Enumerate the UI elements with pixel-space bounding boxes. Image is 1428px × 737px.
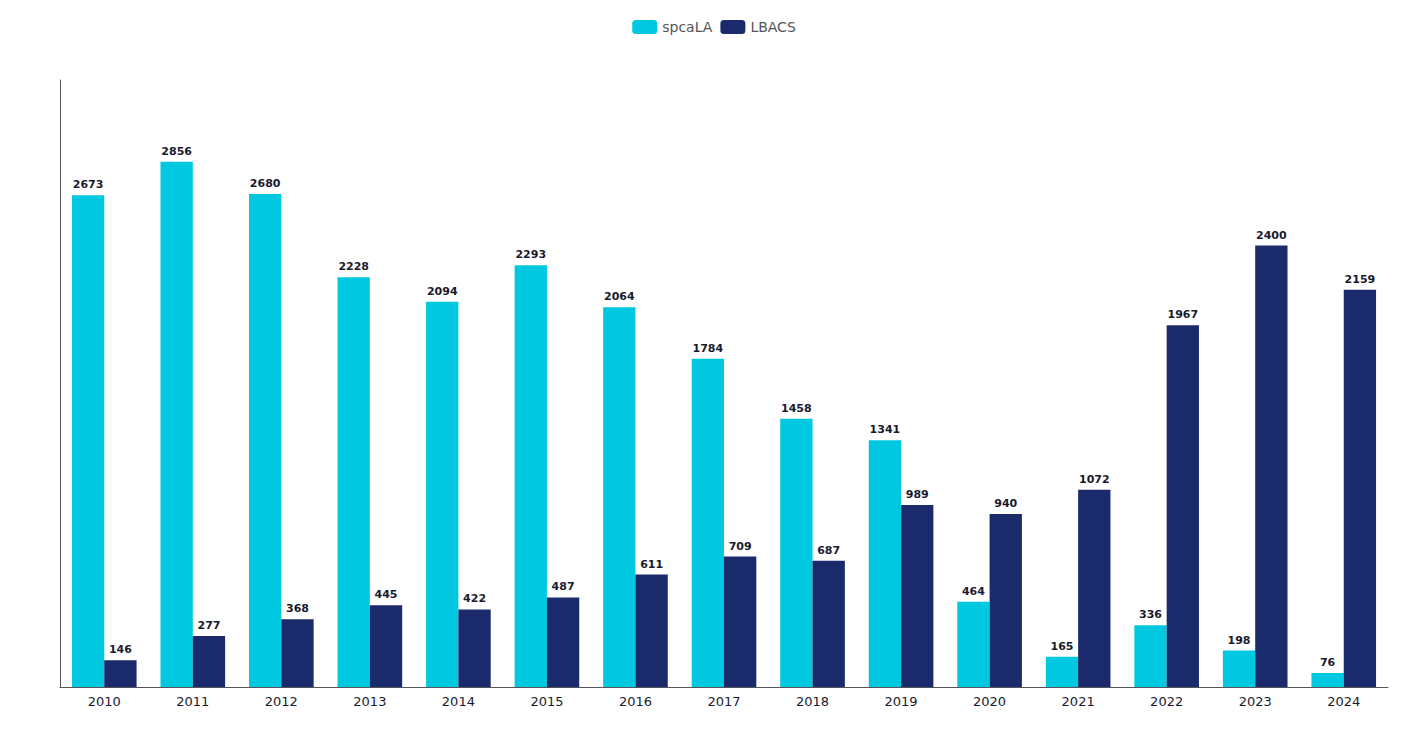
svg-text:76: 76: [1320, 656, 1336, 669]
svg-text:2016: 2016: [619, 694, 652, 709]
svg-text:2020: 2020: [973, 694, 1006, 709]
svg-text:487: 487: [552, 580, 575, 593]
svg-text:2856: 2856: [161, 145, 192, 158]
svg-text:1458: 1458: [781, 402, 812, 415]
svg-text:336: 336: [1139, 608, 1162, 621]
svg-text:2011: 2011: [176, 694, 209, 709]
svg-text:940: 940: [994, 497, 1017, 510]
svg-text:2094: 2094: [427, 285, 458, 298]
svg-text:2018: 2018: [796, 694, 829, 709]
svg-text:2010: 2010: [88, 694, 121, 709]
svg-text:2022: 2022: [1150, 694, 1183, 709]
svg-text:2012: 2012: [265, 694, 298, 709]
svg-text:198: 198: [1228, 634, 1251, 647]
svg-text:1072: 1072: [1079, 473, 1110, 486]
svg-text:422: 422: [463, 592, 486, 605]
svg-text:687: 687: [817, 544, 840, 557]
svg-text:709: 709: [729, 540, 752, 553]
svg-text:2400: 2400: [1256, 229, 1287, 242]
svg-text:1967: 1967: [1168, 308, 1199, 321]
svg-text:2680: 2680: [250, 177, 281, 190]
svg-text:2673: 2673: [73, 178, 104, 191]
svg-text:2014: 2014: [442, 694, 475, 709]
svg-text:2293: 2293: [515, 248, 546, 261]
svg-text:368: 368: [286, 602, 309, 615]
svg-text:2015: 2015: [530, 694, 563, 709]
svg-text:2064: 2064: [604, 290, 635, 303]
svg-text:2017: 2017: [707, 694, 740, 709]
svg-text:445: 445: [375, 588, 398, 601]
svg-text:146: 146: [109, 643, 132, 656]
svg-text:2021: 2021: [1062, 694, 1095, 709]
svg-text:2159: 2159: [1345, 273, 1376, 286]
svg-text:165: 165: [1050, 640, 1073, 653]
svg-text:1341: 1341: [870, 423, 901, 436]
svg-text:2023: 2023: [1239, 694, 1272, 709]
svg-text:277: 277: [197, 619, 220, 632]
svg-text:2013: 2013: [353, 694, 386, 709]
svg-text:989: 989: [906, 488, 929, 501]
svg-text:2019: 2019: [885, 694, 918, 709]
svg-text:2024: 2024: [1327, 694, 1360, 709]
svg-text:611: 611: [640, 558, 663, 571]
svg-text:LBACS: LBACS: [750, 19, 796, 35]
svg-text:1784: 1784: [693, 342, 724, 355]
svg-text:464: 464: [962, 585, 985, 598]
svg-text:2228: 2228: [338, 260, 369, 273]
svg-text:spcaLA: spcaLA: [662, 19, 713, 35]
